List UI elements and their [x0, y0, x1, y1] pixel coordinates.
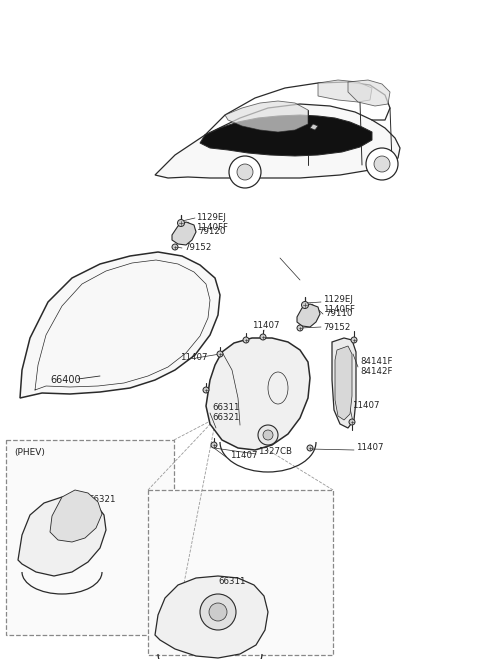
Circle shape	[263, 430, 273, 440]
Circle shape	[237, 164, 253, 180]
Circle shape	[366, 148, 398, 180]
Circle shape	[374, 156, 390, 172]
Circle shape	[297, 325, 303, 331]
Text: 66311: 66311	[218, 577, 245, 587]
Polygon shape	[335, 346, 352, 420]
Text: 1327CB: 1327CB	[258, 447, 292, 457]
Text: 66321: 66321	[212, 413, 240, 422]
Text: 11407: 11407	[352, 401, 380, 411]
Circle shape	[229, 156, 261, 188]
Circle shape	[243, 337, 249, 343]
Text: 79152: 79152	[323, 322, 350, 331]
Text: 84141F: 84141F	[360, 357, 393, 366]
Polygon shape	[332, 338, 356, 428]
Polygon shape	[20, 252, 220, 398]
Text: 1140FF: 1140FF	[323, 306, 355, 314]
Text: 66311: 66311	[212, 403, 240, 413]
Polygon shape	[172, 222, 196, 245]
Polygon shape	[200, 115, 372, 156]
Polygon shape	[318, 80, 372, 102]
FancyBboxPatch shape	[148, 490, 333, 655]
Text: (PHEV): (PHEV)	[14, 447, 45, 457]
Text: 79110: 79110	[325, 310, 352, 318]
Text: 1140FF: 1140FF	[196, 223, 228, 233]
Text: 84142F: 84142F	[360, 368, 393, 376]
Text: 66321: 66321	[88, 496, 116, 505]
Circle shape	[351, 337, 357, 343]
Polygon shape	[206, 338, 310, 450]
Text: 11407: 11407	[230, 451, 257, 459]
Text: 1129EJ: 1129EJ	[196, 214, 226, 223]
Text: 11407: 11407	[252, 322, 279, 331]
Polygon shape	[18, 497, 106, 576]
Polygon shape	[225, 101, 308, 132]
Text: 79120: 79120	[198, 227, 226, 237]
Circle shape	[211, 442, 217, 448]
Circle shape	[209, 603, 227, 621]
Polygon shape	[155, 104, 400, 178]
Text: 11407: 11407	[180, 353, 207, 362]
Text: 11407: 11407	[356, 444, 384, 453]
Circle shape	[301, 302, 309, 308]
Polygon shape	[310, 124, 318, 130]
Circle shape	[260, 334, 266, 340]
Text: 1129EJ: 1129EJ	[323, 295, 353, 304]
Text: 79152: 79152	[184, 243, 211, 252]
Circle shape	[172, 244, 178, 250]
FancyBboxPatch shape	[6, 440, 174, 635]
Circle shape	[217, 351, 223, 357]
Polygon shape	[297, 304, 320, 327]
Circle shape	[307, 445, 313, 451]
Circle shape	[258, 425, 278, 445]
Polygon shape	[50, 490, 102, 542]
Polygon shape	[155, 576, 268, 658]
Circle shape	[200, 594, 236, 630]
Polygon shape	[348, 80, 390, 106]
Circle shape	[178, 219, 184, 227]
Circle shape	[203, 387, 209, 393]
Circle shape	[349, 419, 355, 425]
Text: 66400: 66400	[50, 375, 81, 385]
